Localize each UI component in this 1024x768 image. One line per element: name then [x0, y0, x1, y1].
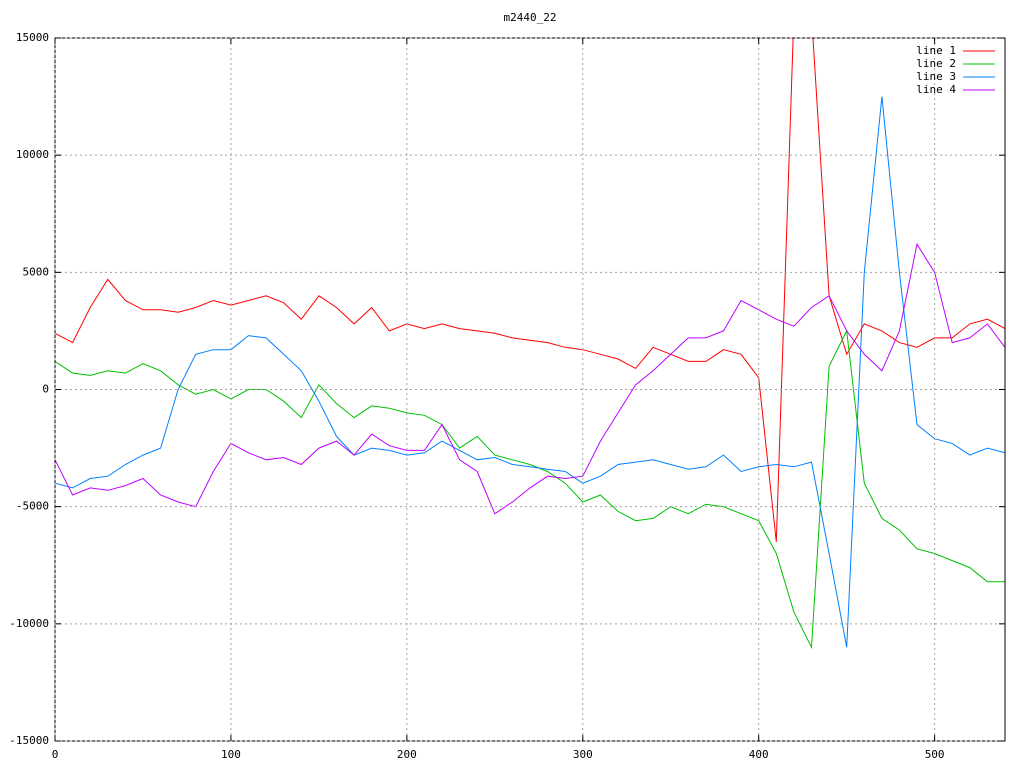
y-tick-label: 10000 — [16, 148, 49, 161]
legend-label: line 2 — [916, 57, 956, 70]
legend-label: line 4 — [916, 83, 956, 96]
series-line — [55, 38, 1005, 542]
x-tick-label: 400 — [749, 748, 769, 761]
y-tick-label: -15000 — [9, 734, 49, 747]
chart-title: m2440_22 — [504, 11, 557, 24]
plot-area — [55, 38, 1005, 650]
x-tick-label: 200 — [397, 748, 417, 761]
y-tick-label: -10000 — [9, 617, 49, 630]
series-line — [55, 96, 1005, 648]
x-tick-label: 100 — [221, 748, 241, 761]
y-tick-label: 5000 — [23, 265, 50, 278]
y-tick-label: -5000 — [16, 500, 49, 513]
y-tick-label: 0 — [42, 383, 49, 396]
legend-label: line 3 — [916, 70, 956, 83]
series-line — [55, 329, 1005, 650]
x-tick-label: 0 — [52, 748, 59, 761]
legend-label: line 1 — [916, 44, 956, 57]
series-line — [55, 242, 1005, 515]
y-tick-label: 15000 — [16, 31, 49, 44]
x-tick-label: 500 — [925, 748, 945, 761]
x-tick-label: 300 — [573, 748, 593, 761]
